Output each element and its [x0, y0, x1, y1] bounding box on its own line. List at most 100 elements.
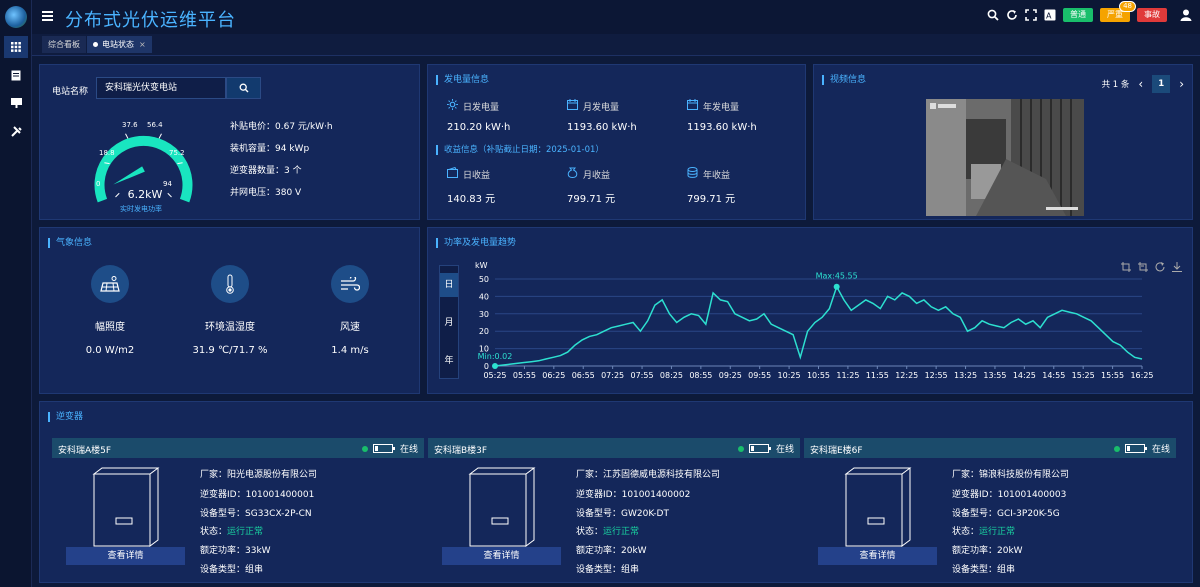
active-dot-icon: [93, 42, 98, 47]
inverter-illustration: [844, 466, 914, 548]
tab-overview[interactable]: 综合看板: [42, 36, 86, 53]
tabs-bar: 综合看板 电站状态 ×: [32, 34, 1200, 56]
x-tick-label: 10:55: [807, 371, 830, 380]
gauge-tick-label: 37.6: [122, 121, 138, 129]
prev-page-button[interactable]: ‹: [1138, 77, 1143, 91]
power-gauge: 0 18.8 37.6 56.4 75.2 94 6.2kW 实时发电功率: [85, 105, 200, 215]
station-panel: 电站名称 安科瑞光伏变电站 0 18.8 37.6 56.4 75.2 94 6…: [39, 64, 420, 220]
revenue-title: 收益信息（补贴截止日期：2025-01-01）: [436, 145, 604, 155]
status-badge: 在线: [362, 442, 418, 455]
gauge-tick: [115, 193, 119, 197]
grid-voltage: 并网电压：380 V: [230, 185, 301, 198]
gauge-caption: 实时发电功率: [120, 204, 162, 213]
fullscreen-icon[interactable]: [1025, 9, 1037, 21]
temperature-humidity-item: 环境温湿度 31.9 ℃/71.7 %: [175, 265, 285, 356]
sidebar-item-maintenance[interactable]: [4, 120, 28, 142]
gauge-tick: [168, 193, 172, 197]
x-tick-label: 13:55: [983, 371, 1006, 380]
status-badge: 在线: [1114, 442, 1170, 455]
power-series-line: [495, 287, 1142, 366]
alarm-accident-button[interactable]: 事故: [1137, 8, 1167, 22]
gauge-tick-label: 75.2: [169, 149, 185, 157]
x-tick-label: 08:25: [660, 371, 683, 380]
monitor-icon: [11, 98, 22, 108]
inverters-panel: 逆变器 安科瑞A楼5F 在线 查看详情 厂家：阳光电源股份有限公司 逆变器ID：…: [39, 401, 1193, 583]
close-icon[interactable]: ×: [139, 40, 146, 49]
tools-icon: [11, 126, 22, 137]
inverter-name: 安科瑞A楼5F: [58, 443, 111, 456]
battery-icon: [1125, 444, 1147, 453]
x-tick-label: 10:25: [778, 371, 801, 380]
wind-speed-item: 风速 1.4 m/s: [295, 265, 405, 356]
inverter-illustration: [468, 466, 538, 548]
x-tick-label: 11:55: [866, 371, 889, 380]
x-tick-label: 06:25: [542, 371, 565, 380]
min-marker: [492, 363, 498, 369]
x-tick-label: 09:55: [748, 371, 771, 380]
battery-icon: [373, 444, 395, 453]
app-title: 分布式光伏运维平台: [65, 6, 236, 32]
tab-station-status[interactable]: 电站状态 ×: [87, 36, 152, 53]
max-label: Max:45.55: [816, 272, 858, 281]
installed-capacity: 装机容量：94 kWp: [230, 141, 309, 154]
view-details-button[interactable]: 查看详情: [818, 547, 937, 565]
calendar-icon: [567, 99, 578, 110]
gauge-tick-label: 18.8: [99, 149, 115, 157]
inverter-name: 安科瑞E楼6F: [810, 443, 863, 456]
next-page-button[interactable]: ›: [1179, 77, 1184, 91]
gauge-tick-label: 94: [163, 180, 172, 188]
refresh-icon[interactable]: [1006, 9, 1018, 21]
top-bar: 分布式光伏运维平台 A 普通 严重 48 事故: [32, 0, 1200, 34]
video-title: 视频信息: [822, 75, 866, 85]
alarm-severe-button[interactable]: 严重 48: [1100, 8, 1130, 22]
gauge-needle: [113, 166, 145, 184]
svg-text:A: A: [1046, 12, 1052, 21]
sidebar-item-reports[interactable]: [4, 64, 28, 86]
page-number-button[interactable]: 1: [1152, 75, 1170, 93]
inverter-count: 逆变器数量：3 个: [230, 163, 302, 176]
gauge-tick-label: 0: [96, 180, 100, 188]
y-tick-label: 40: [479, 292, 489, 301]
document-icon: [11, 70, 21, 81]
app-logo: [5, 6, 27, 28]
user-icon[interactable]: [1180, 9, 1192, 21]
view-details-button[interactable]: 查看详情: [442, 547, 561, 565]
x-tick-label: 05:55: [513, 371, 536, 380]
gauge-tick: [159, 134, 161, 139]
weather-title: 气象信息: [48, 238, 92, 248]
inverter-card: 安科瑞E楼6F 在线 查看详情 厂家：锦浪科技股份有限公司 逆变器ID：1010…: [804, 438, 1176, 582]
view-details-button[interactable]: 查看详情: [66, 547, 185, 565]
x-tick-label: 06:55: [572, 371, 595, 380]
x-tick-label: 07:55: [631, 371, 654, 380]
station-select[interactable]: 安科瑞光伏变电站: [96, 77, 226, 99]
x-tick-label: 14:25: [1013, 371, 1036, 380]
y-tick-label: 20: [479, 327, 489, 336]
y-tick-label: 30: [479, 310, 489, 319]
menu-icon[interactable]: [42, 11, 53, 21]
max-marker: [834, 284, 840, 290]
alarm-normal-button[interactable]: 普通: [1063, 8, 1093, 22]
coins-icon: [687, 167, 698, 178]
status-badge: 在线: [738, 442, 794, 455]
subsidy-price: 补贴电价：0.67 元/kW·h: [230, 119, 333, 132]
x-tick-label: 12:25: [895, 371, 918, 380]
sun-icon: [447, 99, 458, 110]
search-icon[interactable]: [987, 9, 999, 21]
solar-panel-icon: [100, 275, 120, 293]
inverter-name: 安科瑞B楼3F: [434, 443, 487, 456]
video-panel: 视频信息 共 1 条 ‹ 1 ›: [813, 64, 1193, 220]
sidebar: [0, 0, 32, 587]
sidebar-item-dashboard[interactable]: [4, 36, 28, 58]
alarm-count-badge: 48: [1119, 1, 1136, 12]
inverter-card: 安科瑞B楼3F 在线 查看详情 厂家：江苏固德威电源科技有限公司 逆变器ID：1…: [428, 438, 800, 582]
camera-feed[interactable]: [926, 99, 1084, 216]
wind-icon: [340, 277, 360, 291]
x-tick-label: 12:55: [925, 371, 948, 380]
station-name-label: 电站名称: [52, 84, 88, 97]
sidebar-item-monitor[interactable]: [4, 92, 28, 114]
x-tick-label: 07:25: [601, 371, 624, 380]
station-search-button[interactable]: [226, 77, 261, 99]
y-tick-label: 50: [479, 275, 489, 284]
font-size-icon[interactable]: A: [1044, 9, 1056, 21]
wallet-icon: [447, 167, 459, 178]
